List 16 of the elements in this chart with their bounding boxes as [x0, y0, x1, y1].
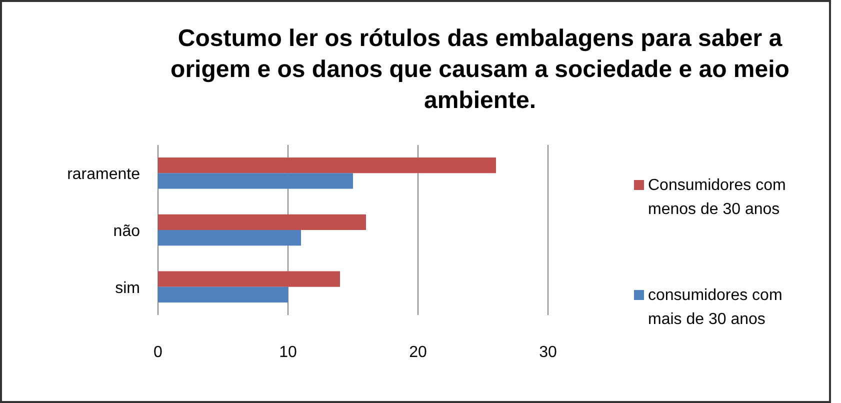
x-tick-label: 10 [279, 344, 297, 361]
bar [158, 286, 288, 302]
bar [158, 158, 496, 174]
bar [158, 230, 301, 246]
y-tick-label: sim [115, 280, 140, 297]
bar [158, 214, 366, 230]
legend-label: Consumidores com menos de 30 anos [648, 177, 786, 218]
y-tick-label: não [113, 223, 140, 240]
y-tick-label: raramente [67, 166, 140, 184]
chart-title: Costumo ler os rótulos das embalagens para saber a origem e os danos que causam a sociedade e ao meio ambiente. [170, 25, 790, 114]
x-tick-label: 30 [539, 344, 557, 361]
x-tick-label: 20 [409, 344, 427, 361]
bar [158, 271, 340, 287]
bar [158, 173, 353, 189]
legend-label: consumidores com mais de 30 anos [648, 287, 782, 328]
x-tick-label: 0 [154, 344, 163, 361]
